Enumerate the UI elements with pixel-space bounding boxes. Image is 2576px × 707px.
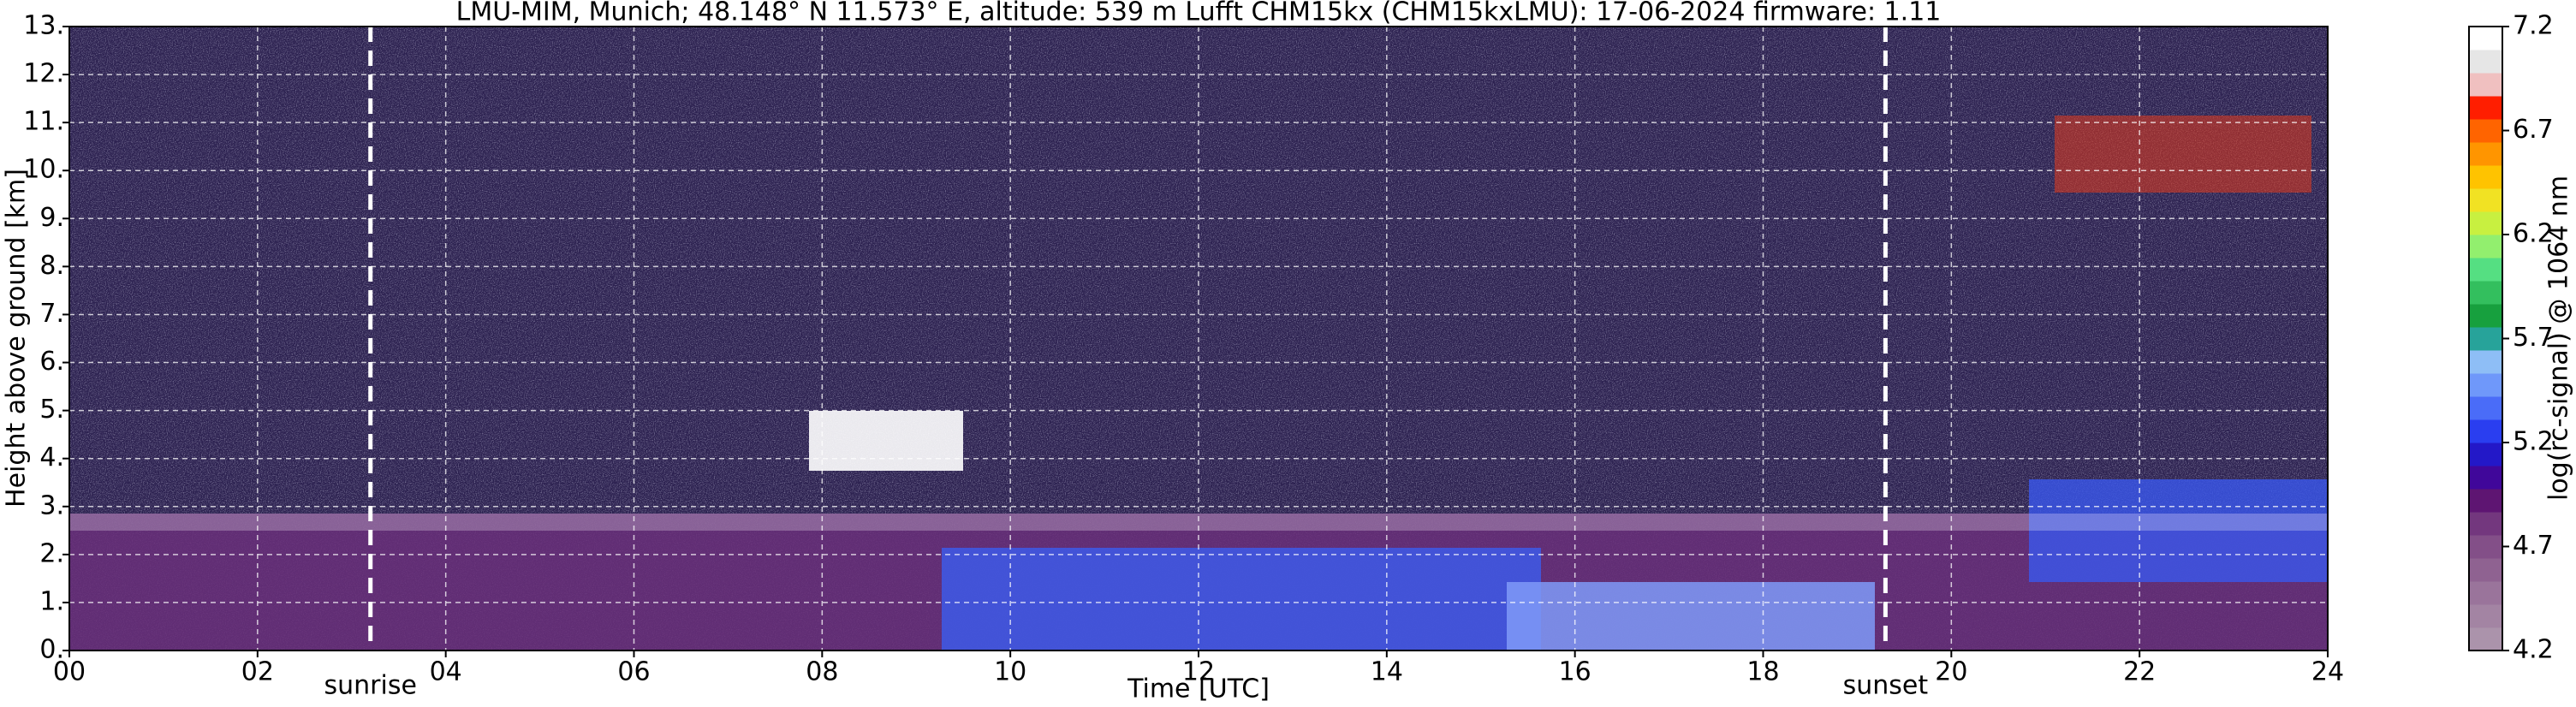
colorbar-swatch [2469,258,2502,282]
colorbar-swatch [2469,27,2502,50]
colorbar-tick-label: 4.7 [2513,531,2554,561]
x-tick-label: 02 [241,657,274,687]
colorbar-swatch [2469,50,2502,74]
heatmap-layer [942,548,1541,651]
heatmap-layer [809,411,963,471]
x-tick-label: 24 [2311,657,2344,687]
colorbar-swatch [2469,489,2502,513]
x-tick-label: 16 [1559,657,1591,687]
y-tick-label: 5. [39,395,64,425]
y-tick-label: 0. [39,635,64,665]
x-tick-label: 08 [806,657,838,687]
x-tick-label: 06 [617,657,650,687]
heatmap-layer [2055,116,2311,193]
y-tick-label: 13. [23,11,64,41]
annotation-label: sunrise [324,671,417,701]
colorbar-tick-label: 6.2 [2513,219,2554,249]
x-axis-label: Time [UTC] [1127,674,1270,704]
colorbar-swatch [2469,327,2502,351]
colorbar-swatch [2469,396,2502,420]
colorbar-tick-label: 6.7 [2513,115,2554,145]
annotation-label: sunset [1843,671,1929,701]
y-tick-label: 9. [39,203,64,233]
x-tick-label: 14 [1371,657,1403,687]
colorbar-tick-label: 5.2 [2513,427,2554,457]
colorbar-tick-label: 4.2 [2513,635,2554,665]
colorbar-swatch [2469,188,2502,212]
colorbar-swatch [2469,165,2502,189]
y-tick-label: 2. [39,538,64,568]
y-tick-label: 4. [39,443,64,472]
colorbar-swatch [2469,96,2502,120]
y-tick-label: 12. [23,59,64,89]
colorbar-swatch [2469,558,2502,582]
colorbar-swatch [2469,281,2502,305]
colorbar-swatch [2469,419,2502,443]
colorbar-swatch [2469,581,2502,605]
y-tick-label: 8. [39,251,64,281]
colorbar-swatch [2469,627,2502,651]
x-tick-label: 10 [994,657,1026,687]
heatmap-layer [1507,582,1875,651]
colorbar-swatch [2469,211,2502,235]
colorbar-swatch [2469,142,2502,166]
y-tick-label: 11. [23,107,64,137]
x-tick-label: 22 [2123,657,2156,687]
x-tick-label: 20 [1935,657,1967,687]
colorbar-swatch [2469,512,2502,536]
x-tick-label: 12 [1182,657,1215,687]
colorbar-swatch [2469,373,2502,397]
y-tick-label: 10. [23,155,64,185]
colorbar-swatch [2469,535,2502,559]
y-axis-label: Height above ground [km] [2,169,32,508]
y-tick-label: 7. [39,299,64,329]
heatmap-layer [2029,479,2328,582]
colorbar-tick-label: 7.2 [2513,11,2554,41]
y-tick-label: 1. [39,586,64,616]
x-tick-label: 04 [430,657,462,687]
x-tick-label: 00 [53,657,86,687]
colorbar-swatch [2469,604,2502,628]
colorbar-swatch [2469,235,2502,258]
colorbar-swatch [2469,73,2502,97]
colorbar-swatch [2469,443,2502,466]
colorbar-tick-label: 5.7 [2513,323,2554,353]
colorbar-swatch [2469,119,2502,143]
chart-title: LMU-MIM, Munich; 48.148° N 11.573° E, al… [456,0,1942,27]
y-tick-label: 6. [39,347,64,377]
colorbar-swatch [2469,304,2502,328]
colorbar-swatch [2469,350,2502,374]
x-tick-label: 18 [1746,657,1779,687]
colorbar-swatch [2469,466,2502,490]
y-tick-label: 3. [39,490,64,520]
colorbar-label: log(rc-signal) @ 1064 nm [2544,175,2574,501]
